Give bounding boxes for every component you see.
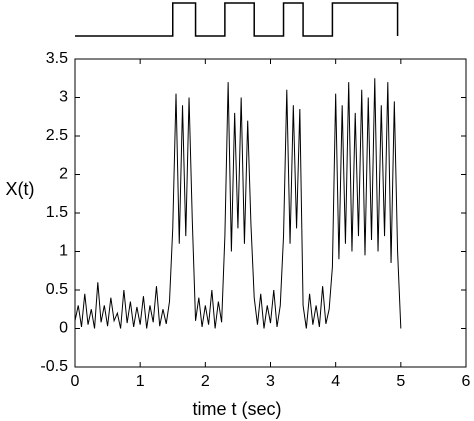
x-tick-label: 1	[136, 373, 145, 390]
x-tick-label: 3	[266, 373, 275, 390]
signal-line	[74, 78, 402, 329]
y-tick-label: 0	[59, 320, 68, 337]
y-tick-label: 2	[59, 166, 68, 183]
y-tick-label: 3	[59, 89, 68, 106]
x-tick-label: 6	[462, 373, 471, 390]
input-pulse	[75, 2, 399, 37]
y-tick-label: 3.5	[46, 50, 68, 67]
x-tick-label: 0	[71, 373, 80, 390]
x-tick-label: 5	[396, 373, 405, 390]
y-tick-label: 2.5	[46, 127, 68, 144]
y-axis-label: X(t)	[6, 179, 35, 199]
y-tick-label: 1.5	[46, 204, 68, 221]
x-axis-label: time t (sec)	[192, 399, 281, 419]
x-tick-label: 2	[201, 373, 210, 390]
y-tick-label: 1	[59, 243, 68, 260]
x-tick-label: 4	[331, 373, 340, 390]
y-tick-label: -0.5	[40, 358, 68, 375]
y-tick-label: 0.5	[46, 281, 68, 298]
